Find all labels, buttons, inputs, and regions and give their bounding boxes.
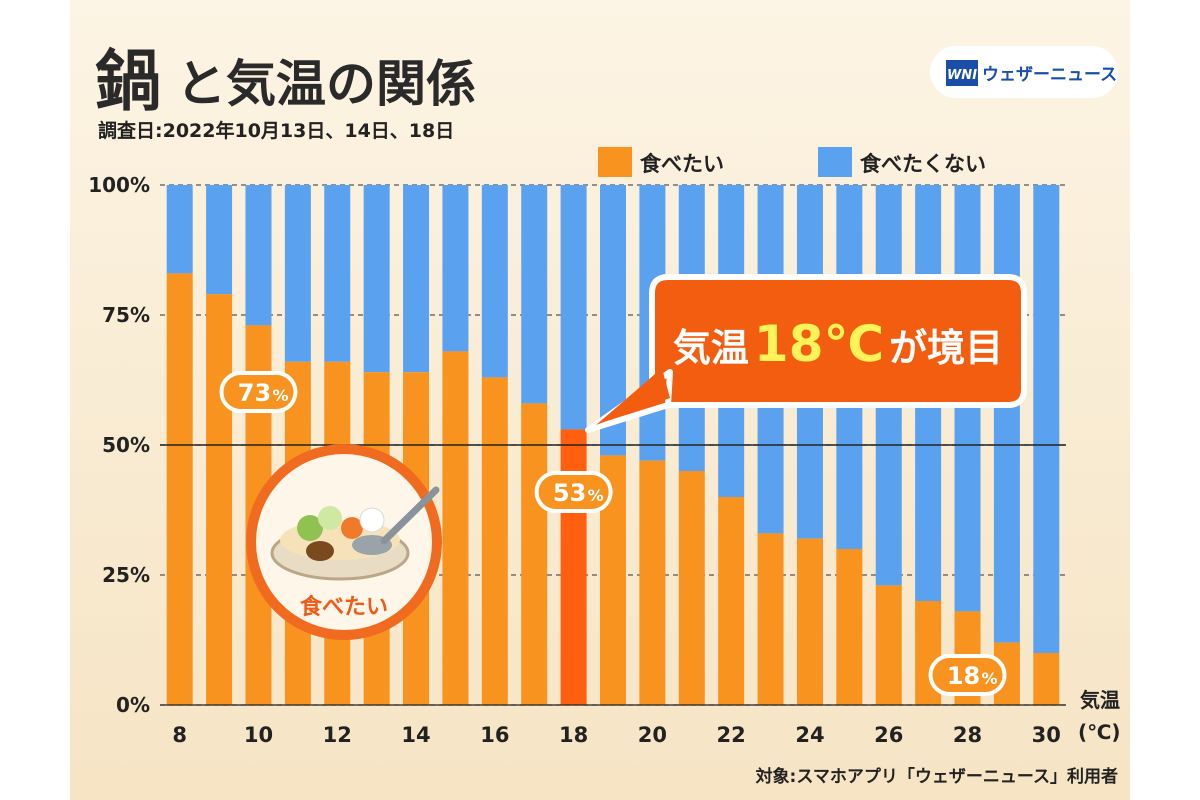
brand-name: ウェザーニュース <box>982 65 1117 85</box>
x-tick-label: 24 <box>795 723 824 747</box>
bar-want <box>481 377 508 705</box>
x-tick-label: 26 <box>874 723 903 747</box>
callout-text: 気温 18℃ が境目 <box>673 315 1003 373</box>
bar-want <box>836 549 863 705</box>
bar-not-want <box>993 185 1020 643</box>
bar-not-want <box>166 185 193 274</box>
legend-label-want: 食べたい <box>640 152 724 176</box>
x-tick-label: 20 <box>638 723 667 747</box>
bar-want <box>521 403 548 705</box>
y-tick-label: 75% <box>102 303 150 327</box>
y-tick-label: 0% <box>116 693 150 717</box>
x-tick-label: 14 <box>401 723 430 747</box>
x-tick-label: 18 <box>559 723 588 747</box>
illustration-label: 食べたい <box>300 594 388 620</box>
pill-value: 18 <box>947 662 980 690</box>
bar-not-want <box>1033 185 1060 653</box>
bar-want <box>206 294 233 705</box>
x-tick-label: 28 <box>953 723 982 747</box>
bar-not-want <box>363 185 390 373</box>
callout-pre: 気温 <box>673 326 749 370</box>
x-tick-label: 22 <box>717 723 746 747</box>
pill-percent: % <box>272 386 288 405</box>
y-tick-label: 25% <box>102 563 150 587</box>
value-pill: 53% <box>534 471 613 513</box>
bar-want <box>796 538 823 705</box>
bar-want <box>442 351 469 705</box>
bar-not-want <box>324 185 351 362</box>
x-tick-label: 30 <box>1032 723 1061 747</box>
value-pills: 73 %53 %18% <box>219 371 1007 696</box>
value-pill: 18% <box>928 654 1007 696</box>
callout-post: が境目 <box>889 326 1003 370</box>
vegetable-icon <box>297 515 323 541</box>
bar-want <box>1033 653 1060 705</box>
y-axis: 100% 75% 50% 25% 0% <box>88 173 150 717</box>
wni-logo-text: WNI <box>947 68 977 83</box>
legend: 食べたい 食べたくない <box>598 147 986 177</box>
x-tick-label: 10 <box>244 723 273 747</box>
bar-want <box>166 273 193 705</box>
bar-want <box>560 429 587 705</box>
pill-percent: % <box>982 669 998 688</box>
x-axis-label-line2: (℃) <box>1078 720 1121 744</box>
x-tick-label: 8 <box>172 723 187 747</box>
midline-group <box>160 444 1066 706</box>
pill-background <box>534 471 613 513</box>
bar-not-want <box>245 185 272 326</box>
wni-mark-icon <box>946 60 978 86</box>
source-note: 対象:スマホアプリ「ウェザーニュース」利用者 <box>755 766 1118 787</box>
bar-not-want <box>403 185 430 373</box>
pill-value: 53 <box>553 479 586 507</box>
x-tick-label: 16 <box>480 723 509 747</box>
legend-swatch-want <box>598 147 632 177</box>
pill-background <box>219 371 298 413</box>
value-pill: 73% <box>219 371 298 413</box>
hotpot-illustration: 食べたい <box>246 444 442 640</box>
threshold-callout: 気温 18℃ が境目 <box>585 274 1027 433</box>
bar-not-want <box>284 185 311 362</box>
x-tick-label: 12 <box>323 723 352 747</box>
pill-background <box>928 654 1007 696</box>
bar-want <box>718 497 745 705</box>
bar-want <box>875 585 902 705</box>
bar-not-want <box>206 185 233 295</box>
pill-value: 73 <box>238 379 271 407</box>
legend-swatch-not-want <box>818 147 852 177</box>
bar-not-want <box>521 185 548 404</box>
bar-not-want <box>442 185 469 352</box>
title-pot: 鍋 <box>95 42 161 120</box>
bar-want <box>639 460 666 705</box>
bar-not-want <box>481 185 508 378</box>
y-tick-label: 100% <box>88 173 150 197</box>
x-axis-label-line1: 気温 <box>1080 688 1120 712</box>
brand-logo: WNI ウェザーニュース <box>930 46 1118 98</box>
callout-big: 18℃ <box>754 315 884 373</box>
y-tick-label: 50% <box>102 433 150 457</box>
bar-want <box>678 471 705 705</box>
title-text: と気温の関係 <box>176 55 476 113</box>
bar-want <box>757 533 784 705</box>
pill-percent: % <box>588 486 604 505</box>
bar-not-want <box>560 185 587 430</box>
legend-label-not-want: 食べたくない <box>860 152 986 176</box>
survey-date: 調査日:2022年10月13日、14日、18日 <box>98 119 454 142</box>
x-axis: 8 10 12 14 16 18 20 22 24 26 28 30 <box>172 723 1061 747</box>
mushroom-icon <box>306 541 334 561</box>
